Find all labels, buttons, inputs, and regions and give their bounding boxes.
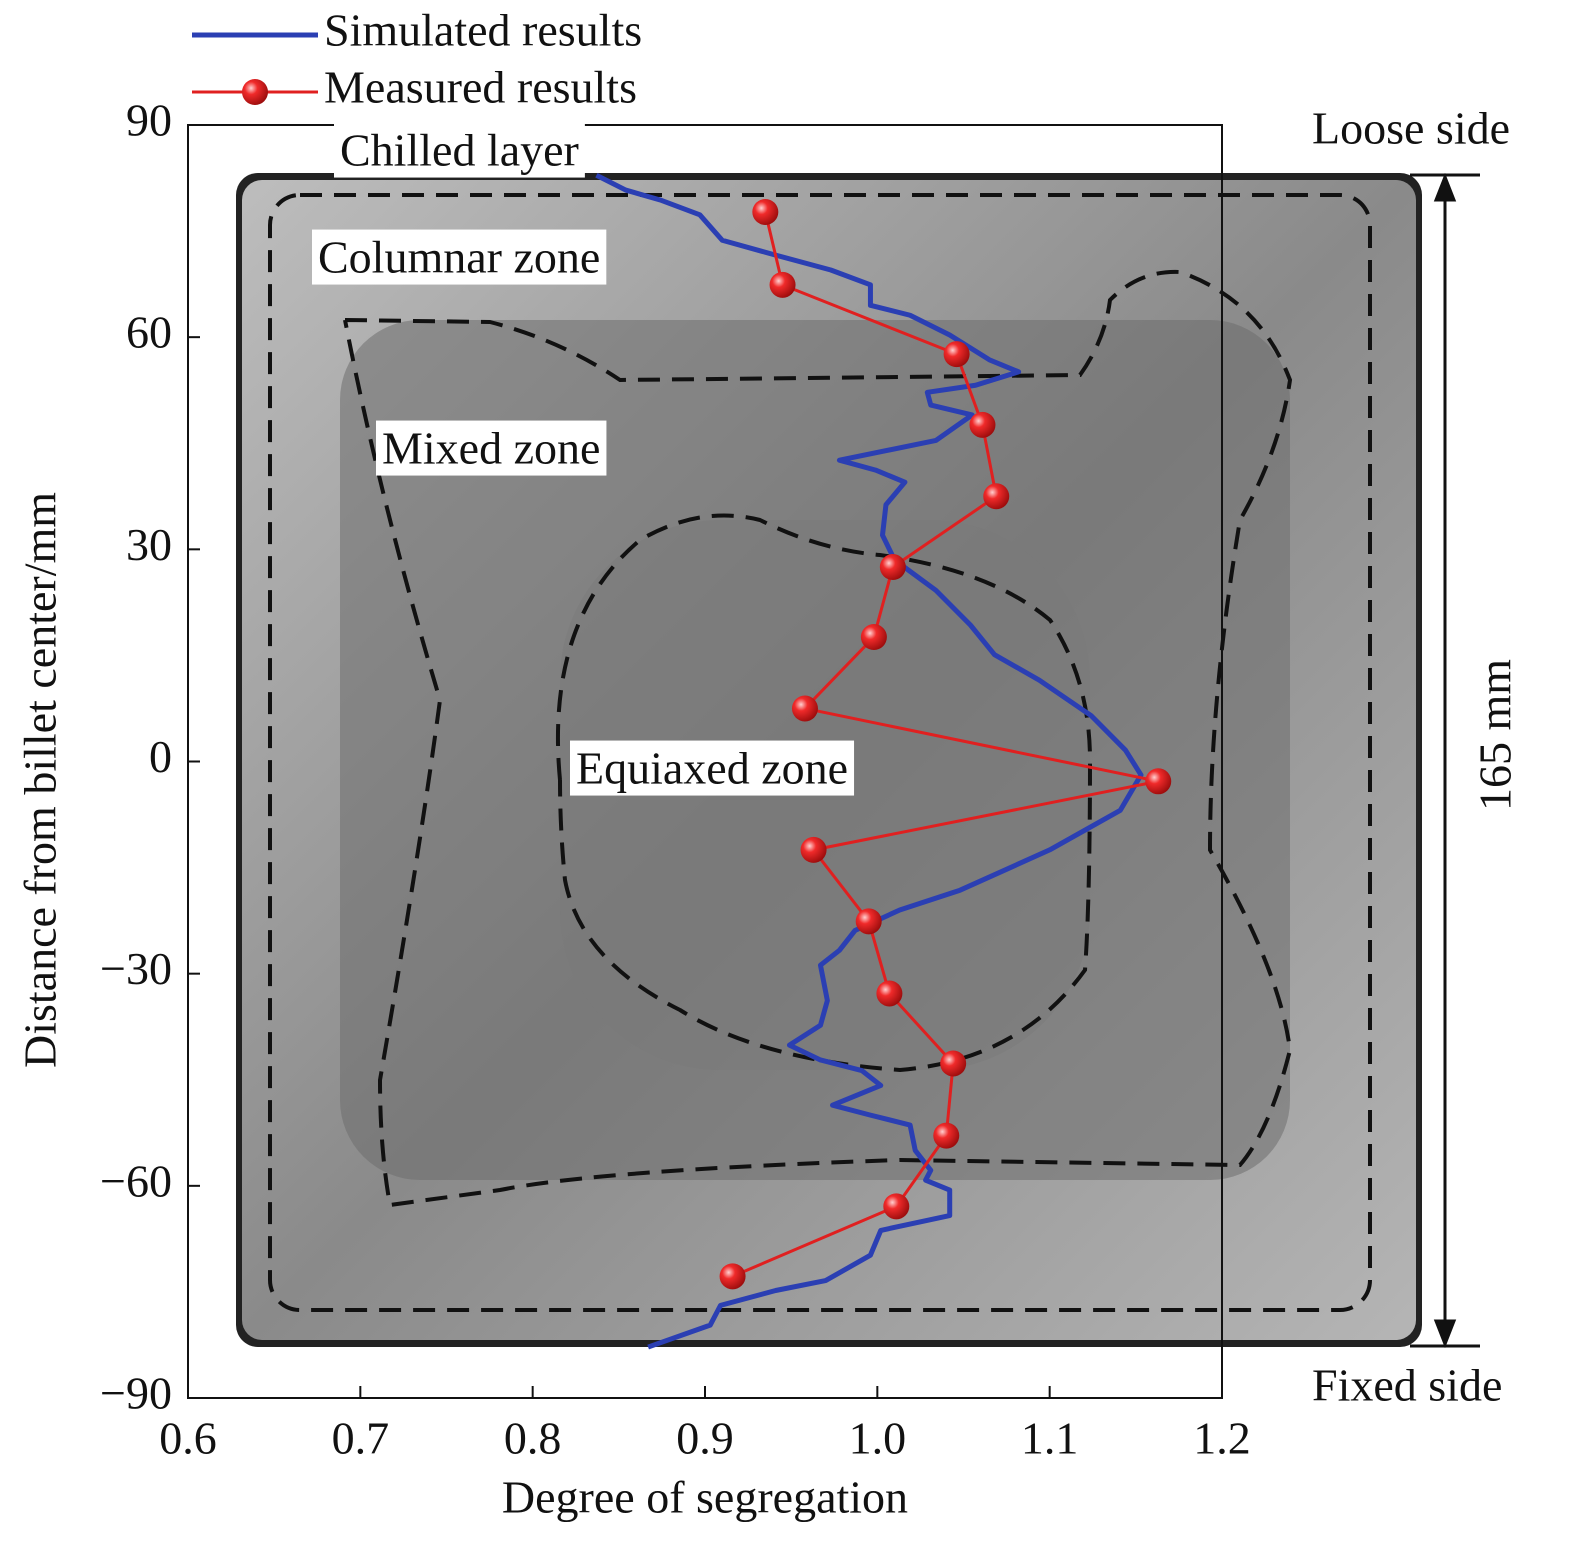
series-line xyxy=(595,172,1144,1350)
series-marker xyxy=(876,980,903,1007)
series-marker xyxy=(983,483,1010,510)
y-tick-label: −60 xyxy=(100,1155,172,1206)
series-marker xyxy=(943,341,970,368)
x-tick-label: 1.2 xyxy=(1193,1413,1251,1464)
y-tick-label: 30 xyxy=(126,519,172,570)
annotation-box xyxy=(570,740,855,796)
x-tick-label: 0.6 xyxy=(159,1413,217,1464)
y-tick-label: 60 xyxy=(126,307,172,358)
annotation-box xyxy=(334,122,585,178)
series-marker xyxy=(1145,768,1172,795)
annotation: Mixed zone xyxy=(382,423,600,474)
annotation-box xyxy=(312,229,607,285)
series-marker xyxy=(860,624,887,651)
x-tick-label: 0.9 xyxy=(676,1413,734,1464)
series-marker xyxy=(800,836,827,863)
dimension-arrow xyxy=(1410,172,1480,1349)
x-tick-label: 1.0 xyxy=(849,1413,907,1464)
annotation: 165 mm xyxy=(1470,659,1521,811)
series-line xyxy=(731,211,1160,1278)
annotation: Columnar zone xyxy=(318,232,600,283)
annotation: Equiaxed zone xyxy=(576,743,848,794)
series-marker xyxy=(940,1050,967,1077)
series-marker xyxy=(791,695,818,722)
series-marker xyxy=(855,908,882,935)
y-tick-label: 90 xyxy=(126,95,172,146)
x-axis-label: Degree of segregation xyxy=(502,1472,908,1523)
y-tick-label: −30 xyxy=(100,943,172,994)
series-marker xyxy=(883,1193,910,1220)
annotation: Chilled layer xyxy=(340,125,579,176)
series-marker xyxy=(769,271,796,298)
y-axis-label: Distance from billet center/mm xyxy=(15,492,66,1068)
y-tick-label: −90 xyxy=(100,1368,172,1419)
annotation: Loose side xyxy=(1312,103,1510,154)
x-tick-label: 0.7 xyxy=(332,1413,390,1464)
legend-marker xyxy=(242,79,268,105)
legend-label: Measured results xyxy=(324,62,637,113)
series-marker xyxy=(969,411,996,438)
series-marker xyxy=(879,554,906,581)
y-tick-label: 0 xyxy=(149,731,172,782)
series-marker xyxy=(752,198,779,225)
annotation: Fixed side xyxy=(1312,1360,1502,1411)
legend-label: Simulated results xyxy=(324,5,642,56)
x-tick-label: 1.1 xyxy=(1021,1413,1079,1464)
series-marker xyxy=(719,1263,746,1290)
series-marker xyxy=(933,1122,960,1149)
x-tick-label: 0.8 xyxy=(504,1413,562,1464)
annotation-box xyxy=(376,420,607,476)
